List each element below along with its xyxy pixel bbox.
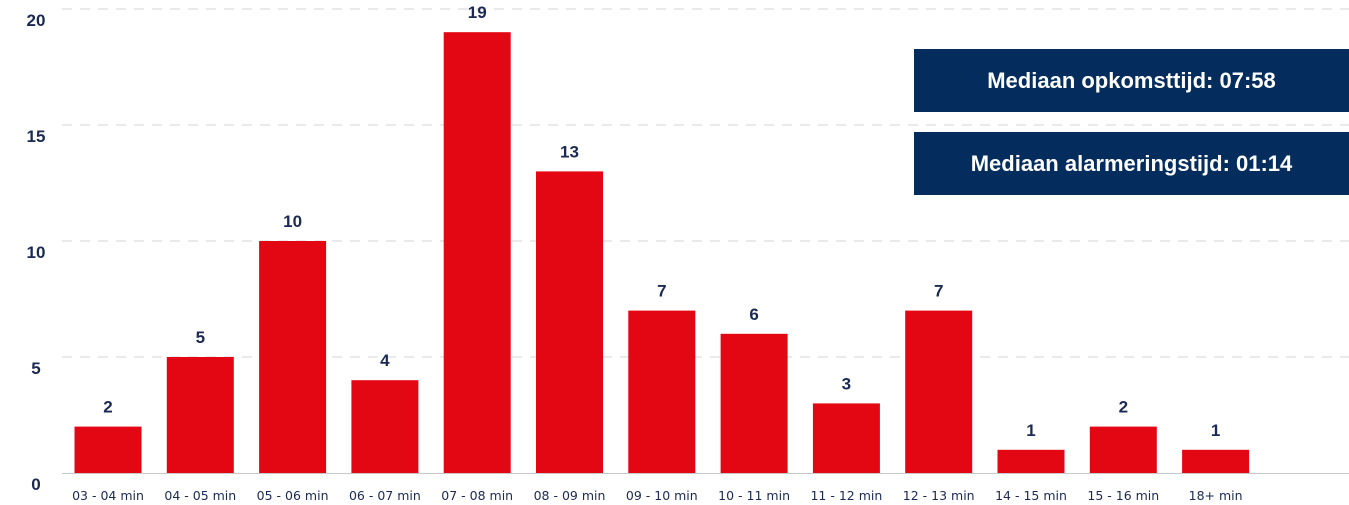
- bar: [536, 171, 603, 473]
- bar: [720, 333, 788, 473]
- bar-value-label: 19: [468, 3, 487, 22]
- x-tick-label: 14 - 15 min: [995, 488, 1067, 503]
- y-tick-label: 5: [31, 359, 40, 378]
- median-response-time-text: Mediaan opkomsttijd: 07:58: [987, 67, 1276, 93]
- bar-value-label: 2: [1119, 398, 1128, 417]
- bar-value-label: 7: [934, 282, 943, 301]
- bar-value-label: 1: [1026, 421, 1035, 440]
- bar: [1182, 449, 1250, 473]
- bar-value-label: 10: [283, 212, 302, 231]
- x-tick-label: 09 - 10 min: [626, 488, 698, 503]
- bar: [628, 310, 696, 473]
- x-tick-label: 15 - 16 min: [1087, 488, 1159, 503]
- x-tick-label: 06 - 07 min: [349, 488, 421, 503]
- bar-value-label: 4: [380, 351, 390, 370]
- x-tick-label: 10 - 11 min: [718, 488, 790, 503]
- x-tick-label: 03 - 04 min: [72, 488, 144, 503]
- x-axis-labels: 03 - 04 min 04 - 05 min 05 - 06 min 06 - 07…: [72, 488, 1242, 503]
- bar: [997, 449, 1065, 473]
- bar-value-label: 6: [749, 305, 758, 324]
- median-response-time-box: Mediaan opkomsttijd: 07:58: [914, 49, 1349, 112]
- bar: [351, 380, 419, 473]
- x-tick-label: 11 - 12 min: [810, 488, 882, 503]
- y-tick-label: 15: [27, 127, 46, 146]
- bar: [905, 310, 973, 473]
- y-tick-label: 20: [27, 11, 46, 30]
- x-tick-label: 04 - 05 min: [164, 488, 236, 503]
- bar-value-label: 7: [657, 282, 666, 301]
- data-labels: 2 5 10 4 19 13 7 6 3 7 1 2 1: [103, 3, 1220, 440]
- bar: [74, 426, 142, 473]
- bar-value-label: 1: [1211, 421, 1220, 440]
- bar: [443, 32, 511, 473]
- bar-value-label: 5: [196, 328, 205, 347]
- y-axis-ticks: 0 5 10 15 20: [27, 11, 46, 494]
- x-tick-label: 07 - 08 min: [441, 488, 513, 503]
- bar-value-label: 3: [842, 374, 851, 393]
- bar-value-label: 2: [103, 398, 112, 417]
- bar-value-label: 13: [560, 142, 579, 161]
- y-tick-label: 10: [27, 243, 46, 262]
- x-tick-label: 08 - 09 min: [534, 488, 606, 503]
- median-alarm-time-box: Mediaan alarmeringstijd: 01:14: [914, 132, 1349, 195]
- x-tick-label: 12 - 13 min: [903, 488, 975, 503]
- x-tick-label: 05 - 06 min: [257, 488, 329, 503]
- bar: [259, 241, 327, 473]
- bar: [166, 357, 234, 473]
- x-tick-label: 18+ min: [1189, 488, 1243, 503]
- bars: [74, 32, 1250, 473]
- y-tick-label: 0: [31, 475, 40, 494]
- median-alarm-time-text: Mediaan alarmeringstijd: 01:14: [970, 150, 1293, 176]
- bar: [1089, 426, 1157, 473]
- bar: [812, 403, 880, 473]
